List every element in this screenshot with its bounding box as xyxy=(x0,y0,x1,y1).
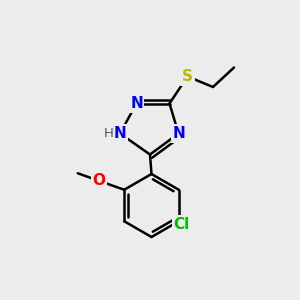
Text: O: O xyxy=(92,173,105,188)
Text: N: N xyxy=(172,126,185,141)
Text: N: N xyxy=(130,96,143,111)
Text: Cl: Cl xyxy=(174,217,190,232)
Text: S: S xyxy=(182,69,193,84)
Text: N: N xyxy=(114,126,126,141)
Text: H: H xyxy=(104,127,113,140)
